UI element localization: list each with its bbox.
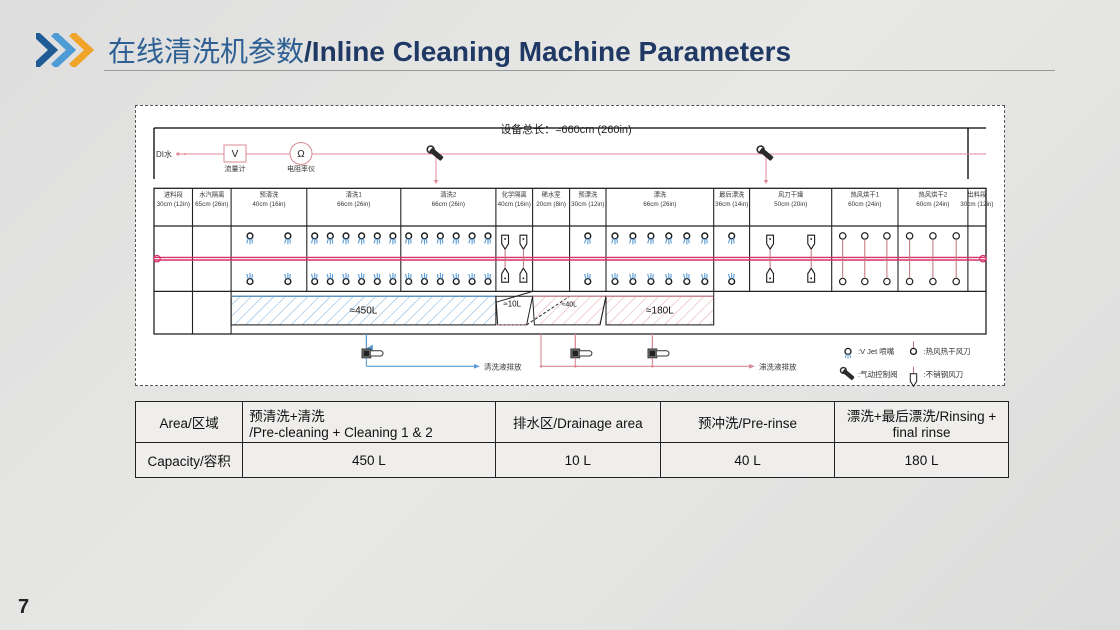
svg-text:预清洗: 预清洗 xyxy=(260,189,280,198)
svg-text:电阻率仪: 电阻率仪 xyxy=(287,164,315,173)
svg-text::热风热干风刀: :热风热干风刀 xyxy=(924,346,971,356)
svg-text:50cm (20in): 50cm (20in) xyxy=(774,201,807,208)
svg-text:66cm (26in): 66cm (26in) xyxy=(432,201,465,208)
svg-text:热风烘干1: 热风烘干1 xyxy=(850,189,879,198)
svg-text:≈10L: ≈10L xyxy=(503,299,521,308)
svg-text:65cm (26in): 65cm (26in) xyxy=(195,201,228,208)
svg-text:漂洗: 漂洗 xyxy=(654,189,667,198)
svg-text:DI水: DI水 xyxy=(156,149,172,159)
svg-text:设备总长：≈660cm (260in): 设备总长：≈660cm (260in) xyxy=(500,122,631,136)
svg-text:30cm (12in): 30cm (12in) xyxy=(571,201,604,208)
svg-text:进料段: 进料段 xyxy=(164,189,184,198)
svg-text:60cm (24in): 60cm (24in) xyxy=(848,201,881,208)
svg-text:稀水室: 稀水室 xyxy=(542,189,561,198)
svg-text:风刀干燥: 风刀干燥 xyxy=(778,189,804,198)
svg-text:清洗2: 清洗2 xyxy=(440,189,457,198)
svg-text:最后漂洗: 最后漂洗 xyxy=(719,189,745,198)
svg-text:清洗液排放: 清洗液排放 xyxy=(484,361,522,371)
svg-text:≈180L: ≈180L xyxy=(646,306,674,317)
svg-text:36cm (14in): 36cm (14in) xyxy=(715,201,748,208)
svg-text:Ω: Ω xyxy=(297,149,305,160)
svg-text:≈40L: ≈40L xyxy=(562,301,578,308)
svg-text:20cm (8in): 20cm (8in) xyxy=(536,201,566,208)
svg-text:40cm (16in): 40cm (16in) xyxy=(252,201,285,208)
svg-text::不销钢风刀: :不销钢风刀 xyxy=(924,369,964,379)
svg-text:热风烘干2: 热风烘干2 xyxy=(919,189,948,198)
svg-text:66cm (26in): 66cm (26in) xyxy=(337,201,370,208)
svg-text:60cm (24in): 60cm (24in) xyxy=(916,201,949,208)
svg-text::气动控制阅: :气动控制阅 xyxy=(858,369,898,379)
svg-text:≈450L: ≈450L xyxy=(350,306,378,317)
svg-text:30cm (12in): 30cm (12in) xyxy=(157,201,190,208)
svg-text::V Jet 喷嘴: :V Jet 喷嘴 xyxy=(858,346,895,356)
svg-text:66cm (26in): 66cm (26in) xyxy=(643,201,676,208)
svg-text:滞洗液排放: 滞洗液排放 xyxy=(759,361,797,371)
svg-text:40cm (16in): 40cm (16in) xyxy=(498,201,531,208)
svg-text:清洗1: 清洗1 xyxy=(346,189,363,198)
svg-text:流量计: 流量计 xyxy=(225,164,246,173)
svg-text:出料段: 出料段 xyxy=(967,189,987,198)
svg-text:化学隔离: 化学隔离 xyxy=(502,189,527,198)
svg-text:30cm (12in): 30cm (12in) xyxy=(960,201,993,208)
svg-text:预漂洗: 预漂洗 xyxy=(578,189,598,198)
svg-text:V: V xyxy=(232,149,239,160)
svg-text:水汽隔离: 水汽隔离 xyxy=(199,189,224,198)
